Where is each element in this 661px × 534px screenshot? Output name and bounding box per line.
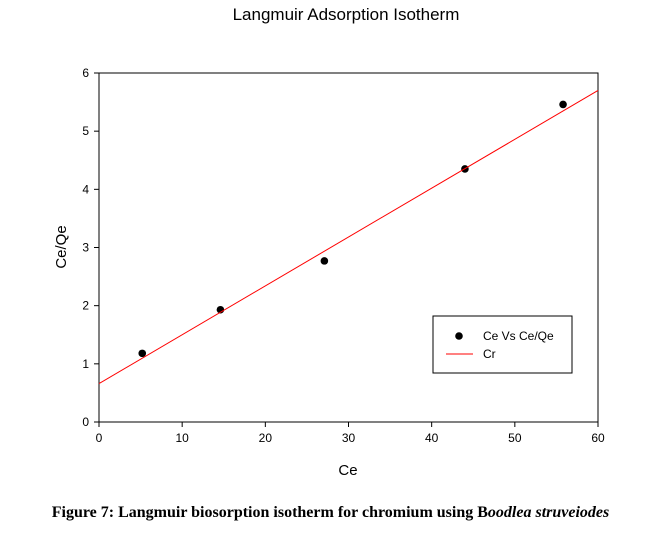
x-axis: 0 10 20 30 40 50 60 bbox=[96, 422, 605, 445]
caption-text: Figure 7: Langmuir biosorption isotherm … bbox=[51, 504, 488, 521]
legend-marker-scatter bbox=[455, 332, 463, 340]
series-layer bbox=[98, 90, 599, 385]
legend-box bbox=[432, 315, 573, 374]
figure-caption: Figure 7: Langmuir biosorption isotherm … bbox=[0, 504, 661, 522]
x-tick-label: 60 bbox=[591, 431, 605, 445]
legend-label-scatter: Ce Vs Ce/Qe bbox=[483, 329, 554, 343]
y-tick-label: 0 bbox=[82, 415, 89, 429]
y-tick-label: 4 bbox=[82, 182, 89, 196]
data-point bbox=[559, 100, 567, 109]
y-tick-label: 1 bbox=[82, 357, 89, 371]
y-tick-label: 2 bbox=[82, 299, 89, 313]
y-tick-label: 5 bbox=[82, 124, 89, 138]
fit-line bbox=[98, 90, 599, 385]
y-axis-label: Ce/Qe bbox=[53, 225, 70, 268]
y-axis: 0 1 2 3 4 5 6 bbox=[82, 66, 99, 429]
x-tick-label: 0 bbox=[96, 431, 103, 445]
legend: Ce Vs Ce/Qe Cr bbox=[432, 315, 573, 374]
data-point bbox=[320, 257, 329, 265]
x-tick-label: 10 bbox=[175, 431, 189, 445]
caption-species: oodlea struveiodes bbox=[487, 504, 610, 521]
y-tick-label: 6 bbox=[82, 66, 89, 80]
chart-title: Langmuir Adsorption Isotherm bbox=[233, 5, 460, 24]
x-tick-label: 40 bbox=[425, 431, 439, 445]
y-tick-label: 3 bbox=[82, 241, 89, 255]
legend-label-line: Cr bbox=[483, 347, 496, 361]
x-tick-label: 50 bbox=[508, 431, 522, 445]
x-tick-label: 30 bbox=[342, 431, 356, 445]
x-tick-label: 20 bbox=[259, 431, 273, 445]
data-point bbox=[138, 349, 147, 358]
x-axis-label: Ce bbox=[338, 462, 357, 479]
